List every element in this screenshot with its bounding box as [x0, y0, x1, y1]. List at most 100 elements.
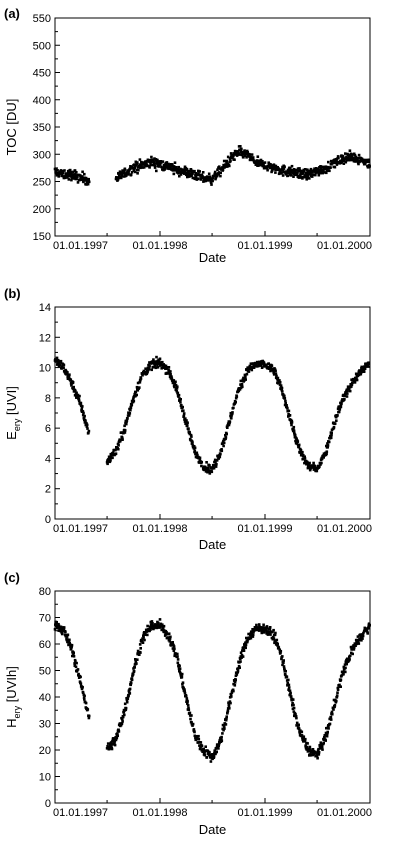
data-point: [264, 628, 268, 631]
data-point: [336, 686, 340, 690]
data-point: [176, 391, 180, 395]
data-point: [186, 424, 189, 427]
data-point: [174, 166, 178, 169]
data-point: [278, 168, 281, 171]
data-point: [348, 149, 352, 152]
data-point: [346, 392, 349, 395]
x-axis-label: Date: [199, 537, 226, 552]
data-point: [155, 623, 159, 626]
data-point: [81, 410, 85, 413]
data-point: [198, 170, 201, 173]
data-point: [213, 174, 216, 178]
data-point: [300, 730, 304, 734]
data-point: [123, 424, 126, 428]
y-tick-label: 70: [39, 613, 51, 625]
data-point: [220, 448, 223, 451]
data-point: [267, 366, 270, 369]
data-point: [287, 171, 291, 174]
data-point: [59, 359, 63, 363]
data-point: [302, 172, 305, 175]
data-point: [259, 364, 263, 367]
data-point: [119, 723, 123, 727]
data-point: [338, 408, 342, 411]
data-point: [169, 373, 172, 376]
data-point: [326, 445, 329, 449]
data-point: [151, 622, 154, 625]
data-point: [357, 153, 361, 157]
data-point: [293, 433, 297, 437]
data-point: [334, 161, 337, 164]
data-point: [346, 385, 350, 388]
data-point: [169, 635, 172, 639]
data-point: [180, 672, 184, 676]
data-point: [144, 633, 147, 636]
data-point: [228, 420, 232, 423]
data-point: [137, 168, 140, 172]
data-point: [323, 454, 326, 457]
data-point: [342, 672, 345, 676]
data-point: [353, 381, 357, 384]
data-point: [114, 738, 118, 742]
data-point: [76, 175, 79, 178]
data-point: [325, 444, 328, 448]
data-point: [344, 392, 348, 395]
data-point: [207, 753, 211, 757]
data-point: [208, 175, 212, 178]
data-point: [218, 455, 222, 459]
data-point: [219, 452, 222, 456]
data-point: [193, 730, 196, 734]
data-point: [180, 169, 184, 173]
data-point: [264, 626, 267, 630]
data-point: [71, 654, 74, 658]
data-point: [280, 386, 284, 390]
data-point: [242, 649, 246, 652]
data-point: [135, 662, 138, 665]
data-point: [183, 165, 187, 169]
data-point: [203, 465, 207, 469]
data-point: [177, 172, 180, 175]
data-point: [66, 176, 69, 179]
data-point: [317, 751, 321, 754]
data-point: [218, 741, 221, 745]
data-point: [78, 394, 81, 398]
data-point: [297, 445, 301, 449]
data-point: [186, 175, 189, 179]
data-point: [159, 363, 163, 367]
data-point: [108, 747, 112, 750]
data-point: [303, 739, 307, 743]
data-point: [262, 365, 266, 368]
data-point: [261, 160, 264, 163]
data-point: [276, 376, 280, 380]
data-point: [344, 666, 347, 670]
data-point: [287, 683, 291, 687]
data-point: [67, 178, 71, 181]
data-point: [136, 658, 139, 661]
data-point: [64, 633, 68, 637]
data-point: [159, 163, 162, 166]
data-point: [128, 687, 132, 691]
data-point: [227, 701, 230, 704]
data-point: [279, 649, 283, 653]
data-point: [207, 172, 211, 176]
data-point: [116, 732, 119, 735]
data-point: [273, 368, 277, 371]
data-point: [269, 369, 272, 373]
data-point: [79, 682, 83, 685]
data-point: [340, 154, 343, 157]
y-axis-label: Eery [UVI]: [4, 386, 22, 440]
data-point: [141, 372, 145, 376]
data-point: [214, 460, 217, 464]
data-point: [136, 161, 139, 164]
data-point: [144, 631, 147, 635]
data-point: [274, 168, 277, 172]
data-point: [237, 664, 241, 668]
data-point: [81, 176, 85, 180]
data-point: [285, 675, 289, 679]
data-point: [164, 364, 168, 368]
data-point: [346, 389, 349, 393]
data-point: [329, 166, 332, 169]
data-point: [326, 732, 329, 735]
data-point: [150, 620, 154, 623]
x-tick-label: 01.01.2000: [317, 240, 372, 252]
data-point: [296, 440, 300, 443]
